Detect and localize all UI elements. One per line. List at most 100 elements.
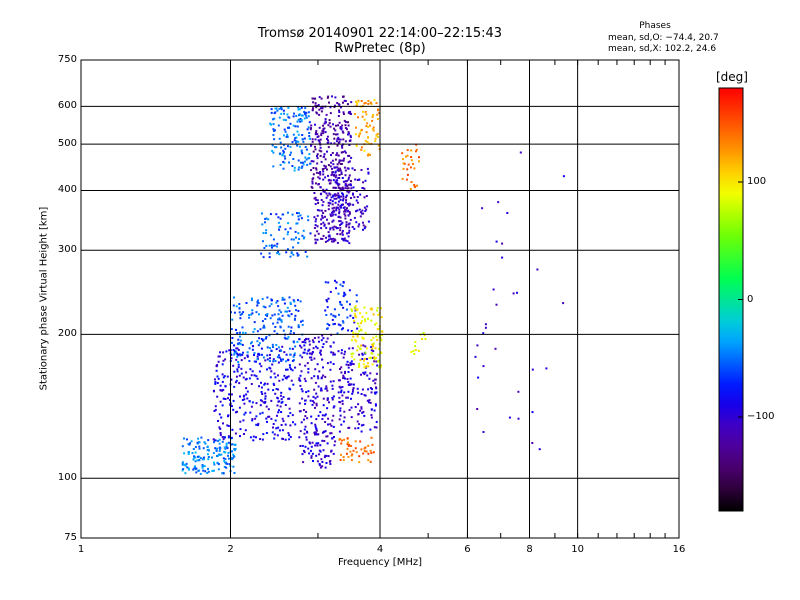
data-point bbox=[259, 412, 262, 415]
data-point bbox=[340, 206, 343, 209]
data-point bbox=[244, 332, 247, 334]
data-point bbox=[264, 359, 267, 362]
data-point bbox=[181, 462, 184, 465]
data-point bbox=[207, 439, 210, 442]
data-point bbox=[531, 368, 534, 371]
data-point bbox=[222, 457, 225, 460]
data-point bbox=[206, 445, 209, 448]
data-point bbox=[364, 320, 367, 323]
data-point bbox=[343, 210, 346, 213]
data-point bbox=[367, 220, 370, 223]
data-point bbox=[287, 145, 289, 148]
data-point bbox=[305, 436, 308, 439]
data-point bbox=[321, 204, 324, 207]
data-point bbox=[255, 375, 258, 378]
data-point bbox=[334, 181, 337, 184]
data-point bbox=[322, 168, 325, 170]
data-point bbox=[325, 236, 327, 239]
data-point bbox=[268, 415, 271, 418]
data-point bbox=[409, 166, 412, 169]
data-point bbox=[562, 175, 565, 178]
data-point bbox=[227, 436, 230, 439]
data-point bbox=[325, 387, 328, 390]
data-point bbox=[219, 389, 222, 392]
data-point bbox=[187, 467, 190, 470]
data-point bbox=[331, 240, 334, 243]
data-point bbox=[305, 410, 308, 413]
data-point bbox=[329, 432, 332, 435]
data-point bbox=[268, 334, 271, 337]
data-point bbox=[367, 152, 370, 155]
data-point bbox=[300, 346, 303, 349]
data-point bbox=[227, 457, 230, 460]
data-point bbox=[299, 118, 302, 120]
data-point bbox=[375, 360, 378, 363]
data-point bbox=[477, 376, 480, 379]
data-point bbox=[367, 172, 370, 175]
data-point bbox=[280, 107, 283, 110]
data-point bbox=[316, 444, 319, 447]
data-point bbox=[378, 366, 381, 369]
data-point bbox=[339, 368, 341, 370]
data-point bbox=[302, 140, 305, 143]
data-point bbox=[401, 177, 404, 180]
data-point bbox=[337, 216, 340, 218]
data-point bbox=[348, 183, 351, 186]
data-point bbox=[331, 207, 334, 210]
data-point bbox=[423, 334, 426, 337]
data-point bbox=[303, 418, 305, 421]
data-point bbox=[293, 166, 296, 169]
data-point bbox=[242, 351, 244, 354]
data-point bbox=[326, 306, 329, 309]
y-tick-label: 750 bbox=[57, 54, 77, 65]
data-point bbox=[226, 424, 229, 427]
data-point bbox=[312, 101, 315, 104]
data-point bbox=[329, 227, 332, 230]
data-point bbox=[272, 382, 275, 385]
data-point bbox=[248, 314, 251, 316]
data-point bbox=[197, 437, 200, 440]
data-point bbox=[352, 316, 355, 319]
data-point bbox=[189, 442, 191, 445]
data-point bbox=[239, 317, 242, 320]
data-point bbox=[315, 402, 318, 405]
data-point bbox=[314, 102, 317, 105]
data-point bbox=[316, 199, 319, 202]
data-point bbox=[347, 191, 350, 194]
data-point bbox=[278, 137, 281, 140]
data-point bbox=[354, 427, 357, 430]
data-point bbox=[201, 458, 204, 461]
data-point bbox=[272, 118, 274, 121]
data-point bbox=[336, 179, 339, 182]
data-point bbox=[238, 406, 241, 409]
data-point bbox=[332, 395, 335, 398]
data-point bbox=[343, 150, 346, 153]
y-tick-label: 500 bbox=[57, 138, 77, 150]
data-point bbox=[208, 449, 210, 452]
data-point bbox=[280, 320, 283, 323]
data-point bbox=[261, 393, 264, 395]
data-point bbox=[348, 190, 351, 193]
x-tick-label: 6 bbox=[464, 544, 471, 555]
data-point bbox=[492, 288, 495, 291]
data-point bbox=[365, 311, 368, 314]
data-point bbox=[347, 124, 350, 127]
data-point bbox=[275, 146, 278, 149]
data-point bbox=[346, 128, 348, 131]
data-point bbox=[274, 419, 277, 422]
data-point bbox=[349, 303, 351, 306]
data-point bbox=[262, 232, 265, 234]
data-point bbox=[339, 414, 342, 417]
data-point bbox=[356, 387, 359, 390]
data-point bbox=[312, 177, 315, 180]
data-point bbox=[360, 406, 363, 409]
data-point bbox=[303, 351, 306, 354]
data-point bbox=[271, 245, 274, 247]
data-point bbox=[271, 246, 273, 249]
data-point bbox=[271, 431, 274, 434]
data-point bbox=[238, 374, 241, 377]
data-point bbox=[313, 192, 316, 194]
data-point bbox=[287, 325, 290, 328]
data-point bbox=[327, 417, 330, 420]
data-point bbox=[332, 353, 335, 356]
